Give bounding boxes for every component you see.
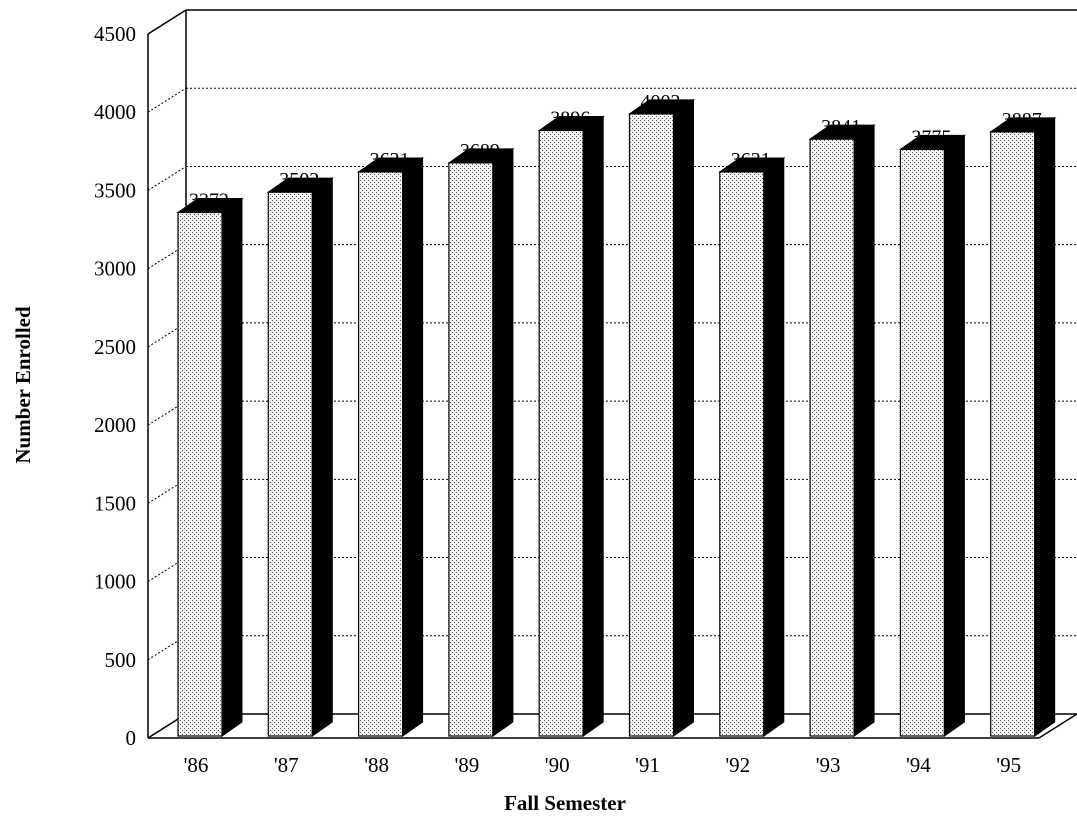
x-tick-label: '94	[906, 753, 931, 777]
y-tick-label: 3500	[94, 178, 136, 202]
bar-side	[1034, 116, 1056, 737]
bar	[447, 147, 515, 737]
bar	[627, 98, 696, 737]
side-wall-top	[147, 9, 187, 35]
x-axis-title: Fall Semester	[504, 791, 626, 815]
bar-side	[311, 177, 333, 737]
x-tick-labels: '86 '87 '88 '89 '90 '91 '92 '93 '94 '95	[184, 753, 1021, 777]
data-label: 3775	[911, 126, 951, 148]
x-tick-label: '86	[184, 753, 209, 777]
x-tick-label: '87	[274, 753, 299, 777]
bar-side	[763, 156, 785, 737]
data-label: 3896	[550, 107, 590, 129]
x-tick-label: '95	[996, 753, 1021, 777]
bar-side	[582, 115, 604, 737]
data-label: 3689	[460, 140, 500, 162]
bar-top	[627, 99, 696, 115]
y-tick-label: 4500	[94, 22, 136, 46]
bar-front	[448, 162, 494, 737]
bar	[537, 115, 605, 737]
bar-top	[447, 148, 515, 164]
data-label: 3502	[279, 169, 319, 191]
bar-side	[853, 124, 875, 737]
bar-front	[538, 129, 584, 737]
data-labels: 3372 3502 3631 3689 3896 4002 3631 3841 3775 3887	[189, 91, 1042, 212]
x-tick-label: '90	[545, 753, 570, 777]
bar	[989, 116, 1057, 737]
y-tick-label: 1000	[94, 570, 136, 594]
side-gridline	[147, 87, 187, 113]
x-tick-label: '88	[364, 753, 389, 777]
bar-side	[221, 197, 243, 737]
bar-front	[899, 148, 946, 737]
bar-front	[809, 138, 855, 737]
bar-top	[989, 117, 1057, 133]
bar-front	[267, 191, 313, 737]
bar	[357, 156, 425, 737]
bar-front	[177, 211, 223, 737]
data-label: 3631	[370, 149, 410, 171]
bars	[176, 98, 1057, 737]
bar	[718, 156, 786, 737]
x-tick-label: '91	[635, 753, 660, 777]
bar-top	[898, 134, 966, 150]
y-tick-label: 500	[105, 648, 137, 672]
x-tick-label: '89	[455, 753, 480, 777]
y-tick-label: 1500	[94, 491, 136, 515]
bar-front	[358, 171, 404, 737]
bar-top	[808, 124, 876, 140]
bar-front	[990, 131, 1036, 737]
data-label: 3372	[189, 189, 229, 211]
x-tick-label: '92	[725, 753, 750, 777]
y-tick-labels: 0 500 1000 1500 2000 2500 3000 3500 4000 4500	[94, 22, 136, 750]
bar	[898, 134, 966, 737]
bar-top	[176, 197, 244, 213]
bar-top	[537, 115, 605, 131]
bar-top	[266, 177, 334, 193]
data-label: 4002	[641, 91, 681, 113]
bar	[266, 177, 334, 737]
y-axis-title: Number Enrolled	[11, 306, 35, 464]
bar-side	[402, 156, 424, 737]
bar-side	[943, 134, 965, 737]
bar-side	[492, 147, 514, 737]
bar-side	[673, 98, 694, 737]
data-label: 3631	[731, 149, 771, 171]
side-gridline	[147, 166, 187, 191]
bar-front	[628, 113, 675, 737]
y-tick-label: 0	[126, 726, 137, 750]
bar-front	[719, 171, 765, 737]
data-label: 3887	[1002, 109, 1042, 131]
y-tick-label: 4000	[94, 100, 136, 124]
floor-right-edge	[1038, 713, 1077, 739]
bar-top	[357, 157, 425, 173]
y-tick-label: 2000	[94, 413, 136, 437]
y-tick-label: 3000	[94, 257, 136, 281]
y-tick-label: 2500	[94, 335, 136, 359]
bar-top	[718, 157, 786, 173]
data-label: 3841	[821, 116, 861, 138]
bar	[176, 197, 244, 737]
bar	[808, 124, 876, 737]
x-tick-label: '93	[816, 753, 841, 777]
